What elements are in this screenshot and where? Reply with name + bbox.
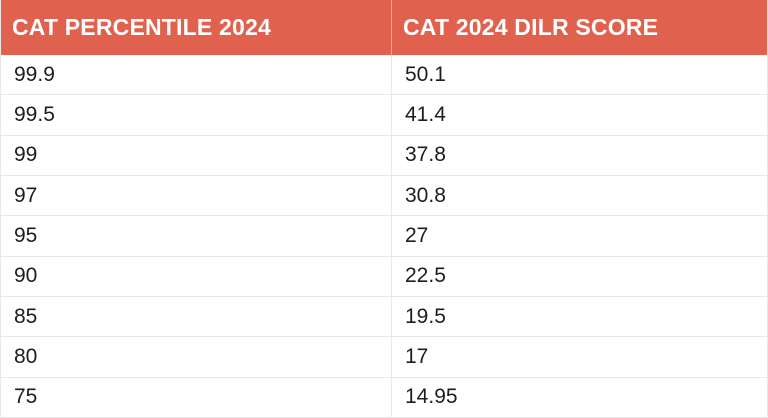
table-header-row: CAT PERCENTILE 2024 CAT 2024 DILR SCORE — [1, 0, 767, 55]
cell-dilr-score: 41.4 — [391, 95, 767, 135]
cell-dilr-score: 14.95 — [391, 377, 767, 417]
cell-percentile: 99.5 — [14, 102, 55, 126]
cell-percentile: 99 — [14, 143, 38, 167]
cell-dilr-score: 17 — [391, 337, 767, 377]
cell-percentile: 85 — [14, 304, 38, 328]
cell-percentile: 99.9 — [14, 62, 55, 86]
cell-percentile: 95 — [14, 223, 38, 247]
cell-dilr-score: 19.5 — [391, 296, 767, 337]
table-row: 99.9 50.1 — [1, 55, 767, 96]
cell-dilr-score: 50.1 — [391, 55, 767, 95]
table-row: 97 30.8 — [1, 175, 767, 217]
table-body: 99.9 50.1 99.5 41.4 99 37.8 97 30.8 95 27 90 22.5 85… — [1, 55, 767, 418]
table-row: 99.5 41.4 — [1, 95, 767, 136]
table-row: 90 22.5 — [1, 256, 767, 297]
cell-percentile: 90 — [14, 264, 38, 288]
cell-dilr-score: 37.8 — [391, 135, 767, 175]
cell-percentile: 97 — [14, 183, 38, 207]
table-row: 85 19.5 — [1, 296, 767, 338]
table-row: 80 17 — [1, 337, 767, 378]
cell-dilr-score: 27 — [391, 216, 767, 256]
cell-percentile: 80 — [14, 344, 38, 368]
table-row: 95 27 — [1, 216, 767, 257]
cell-dilr-score: 22.5 — [391, 256, 767, 296]
cell-dilr-score: 30.8 — [391, 175, 767, 216]
table-row: 75 14.95 — [1, 377, 767, 418]
header-cell-cat-percentile: CAT PERCENTILE 2024 — [12, 14, 271, 40]
table-row: 99 37.8 — [1, 135, 767, 176]
header-cell-dilr-score: CAT 2024 DILR SCORE — [391, 0, 767, 55]
cell-percentile: 75 — [14, 385, 38, 409]
